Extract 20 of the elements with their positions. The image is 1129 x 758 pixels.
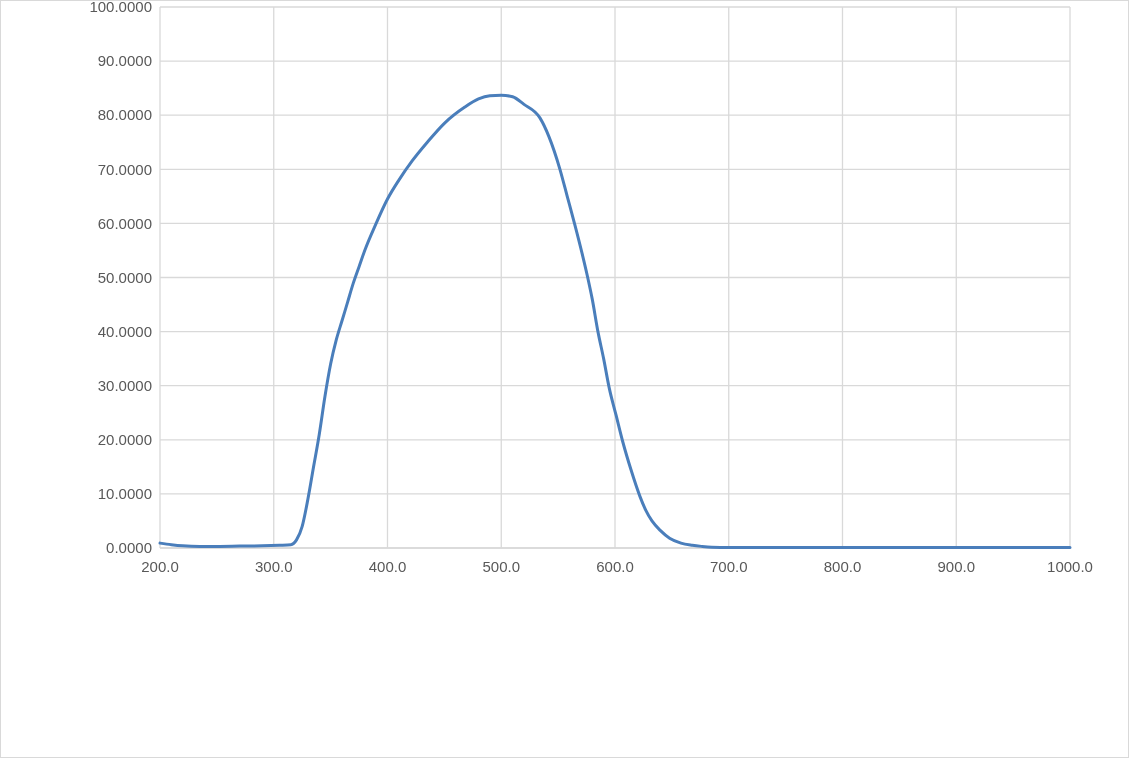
x-tick-label: 1000.0 (1047, 558, 1093, 575)
y-tick-label: 20.0000 (97, 431, 152, 449)
x-tick-label: 800.0 (823, 558, 862, 575)
y-tick-label: 40.0000 (97, 322, 152, 340)
x-tick-label: 300.0 (254, 558, 293, 575)
y-tick-label: 50.0000 (97, 268, 152, 286)
x-tick-label: 500.0 (482, 558, 521, 575)
x-tick-label: 900.0 (937, 558, 976, 575)
y-tick-label: 10.0000 (97, 485, 152, 503)
x-tick-label: 600.0 (596, 558, 634, 575)
y-tick-label: 70.0000 (97, 160, 152, 178)
y-tick-label: 60.0000 (97, 214, 152, 232)
y-tick-label: 30.0000 (97, 376, 152, 394)
x-tick-label: 200.0 (141, 558, 179, 575)
y-tick-label: 90.0000 (97, 52, 152, 70)
y-tick-label: 0.0000 (106, 539, 152, 557)
x-tick-label: 700.0 (709, 558, 748, 575)
x-tick-label: 400.0 (368, 558, 407, 575)
y-tick-label: 100.0000 (89, 0, 152, 16)
y-tick-label: 80.0000 (97, 106, 152, 124)
